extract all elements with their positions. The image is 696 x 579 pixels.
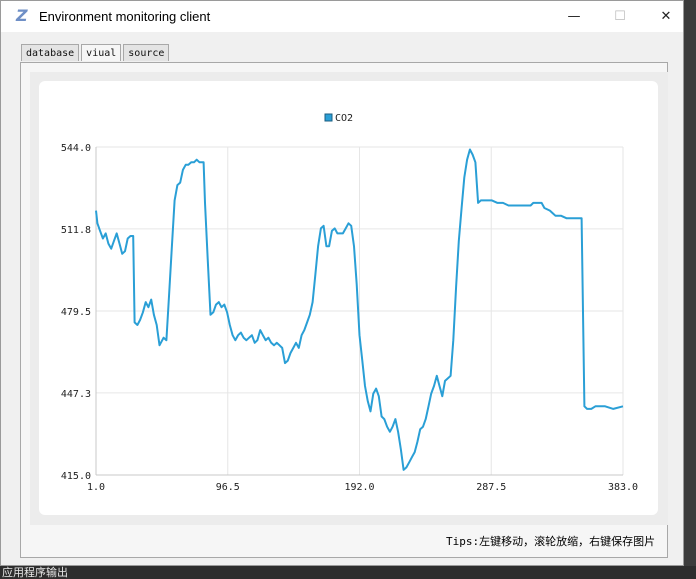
legend-marker-co2 [324, 113, 333, 122]
tab-viual[interactable]: viual [81, 44, 122, 61]
x-tick-label: 96.5 [216, 482, 240, 493]
window-title: Environment monitoring client [39, 9, 211, 24]
title-bar[interactable]: Z Environment monitoring client — ☐ ✕ [1, 1, 683, 32]
maximize-icon: ☐ [614, 9, 626, 24]
taskbar [0, 566, 696, 579]
minimize-icon: — [567, 9, 581, 24]
y-tick-label: 447.3 [61, 389, 91, 400]
legend-label-co2: CO2 [335, 113, 353, 124]
x-tick-label: 192.0 [344, 482, 374, 493]
y-tick-label: 544.0 [61, 143, 91, 154]
y-tick-label: 479.5 [61, 307, 91, 318]
x-tick-label: 287.5 [476, 482, 506, 493]
x-tick-label: 1.0 [87, 482, 105, 493]
app-logo-icon: Z [16, 6, 28, 25]
x-tick-label: 383.0 [608, 482, 638, 493]
y-tick-label: 415.0 [61, 471, 91, 482]
minimize-button[interactable]: — [551, 1, 597, 32]
close-icon: ✕ [660, 9, 672, 24]
co2-chart[interactable]: 1.0 96.5 192.0 287.5 383.0 544.0 511.8 479.5 447… [39, 81, 658, 515]
series-line-co2 [95, 148, 624, 471]
close-button[interactable]: ✕ [643, 1, 689, 32]
tab-bar: database viual source [21, 44, 171, 62]
taskbar-label: 应用程序输出 [2, 566, 68, 579]
tab-source[interactable]: source [123, 44, 170, 61]
chart-card[interactable]: 1.0 96.5 192.0 287.5 383.0 544.0 511.8 479.5 447… [39, 81, 658, 515]
app-window: Z Environment monitoring client — ☐ ✕ da… [0, 0, 684, 566]
maximize-button[interactable]: ☐ [597, 1, 643, 32]
tips-text: Tips:左键移动，滚轮放缩，右键保存图片 [446, 535, 656, 548]
y-tick-label: 511.8 [61, 225, 91, 236]
tab-database[interactable]: database [21, 44, 80, 61]
